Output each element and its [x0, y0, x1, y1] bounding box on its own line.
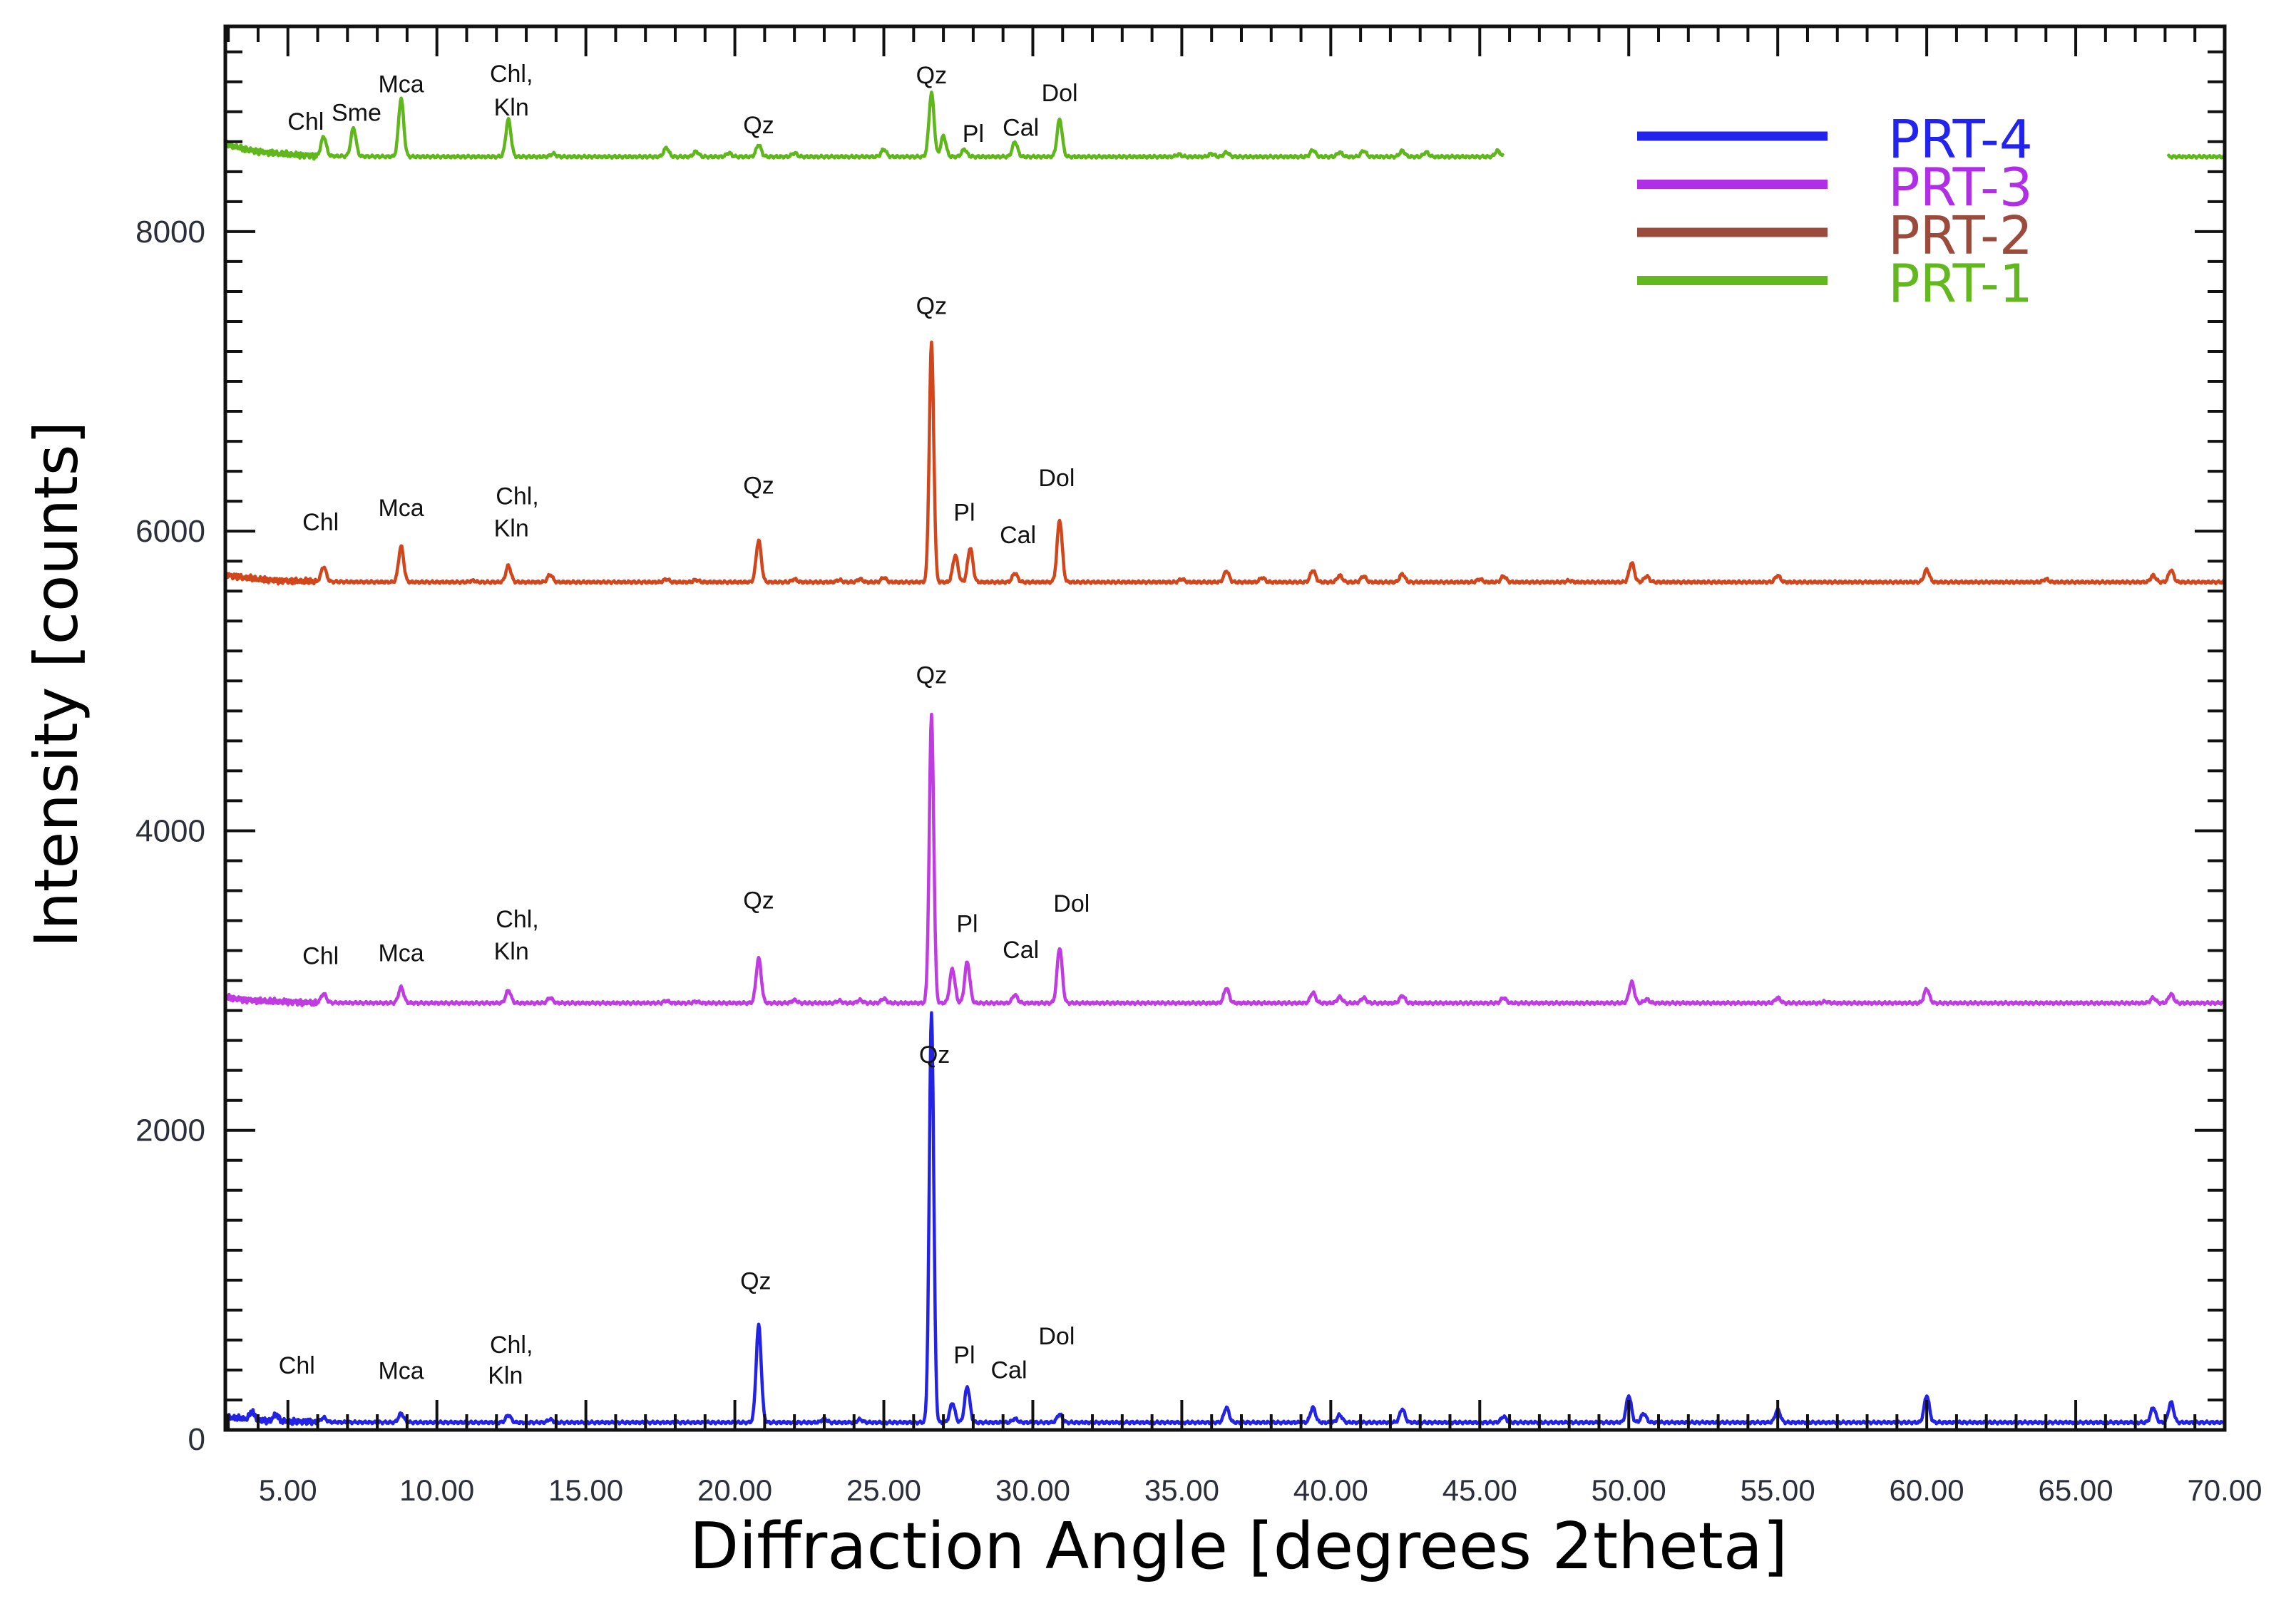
legend-item-prt-3: PRT-3	[1637, 158, 2033, 219]
plot-frame	[223, 24, 2227, 1432]
x-tick-label: 15.00	[548, 1473, 623, 1507]
x-tick-label: 25.00	[846, 1473, 921, 1507]
peak-label: Dol	[1038, 1323, 1075, 1350]
x-tick-label: 35.00	[1144, 1473, 1219, 1507]
peak-label: Dol	[1042, 80, 1078, 107]
peak-label: Kln	[494, 515, 529, 542]
tick-labels: 5.00 10.00 15.00 20.00 25.00 30.00 35.00 40.00 4…	[135, 215, 2262, 1507]
peak-label: Kln	[494, 938, 529, 965]
legend-label: PRT-2	[1888, 205, 2033, 267]
series-line-prt-1	[2166, 153, 2226, 160]
x-tick-label: 40.00	[1293, 1473, 1368, 1507]
peak-label: Qz	[743, 112, 774, 139]
series-prt-3	[224, 712, 2227, 1007]
peak-label: Qz	[916, 662, 947, 689]
peak-label: Qz	[743, 473, 774, 500]
peak-label: Mca	[378, 940, 424, 967]
peak-label: Kln	[494, 94, 529, 121]
legend-item-prt-1: PRT-1	[1637, 254, 2033, 315]
peak-label: Cal	[1003, 114, 1039, 141]
peak-label: Chl,	[496, 483, 538, 510]
x-tick-label: 65.00	[2039, 1473, 2113, 1507]
peak-label: Mca	[378, 1358, 424, 1385]
peak-label: Chl	[279, 1352, 315, 1379]
x-tick-label: 50.00	[1592, 1473, 1666, 1507]
peak-label: Cal	[1003, 937, 1039, 964]
x-tick-label: 60.00	[1890, 1473, 1964, 1507]
y-axis-title: Intensity [counts]	[21, 421, 91, 948]
x-tick-label: 20.00	[697, 1473, 772, 1507]
peak-label: Qz	[743, 887, 774, 915]
x-tick-label: 70.00	[2187, 1473, 2262, 1507]
x-tick-label: 30.00	[995, 1473, 1070, 1507]
peak-label: Cal	[990, 1357, 1027, 1384]
series-prt-1	[224, 90, 2226, 161]
peak-label: Qz	[916, 62, 947, 89]
series-line-prt-3	[224, 712, 2227, 1007]
legend-label: PRT-1	[1888, 254, 2033, 315]
series-layer	[223, 90, 2227, 1426]
x-axis-title: Diffraction Angle [degrees 2theta]	[690, 1509, 1788, 1584]
y-tick-label: 8000	[135, 215, 205, 249]
peak-label: Chl	[302, 509, 339, 536]
y-tick-label: 0	[188, 1422, 205, 1457]
peak-label: Chl,	[496, 906, 538, 933]
y-tick-label: 4000	[135, 813, 205, 848]
peak-label: Mca	[378, 71, 424, 98]
x-tick-label: 55.00	[1741, 1473, 1815, 1507]
x-tick-label: 5.00	[259, 1473, 317, 1507]
axes-frame	[223, 24, 2227, 1432]
peak-label: Kln	[488, 1362, 523, 1389]
legend-item-prt-4: PRT-4	[1637, 109, 2033, 170]
series-line-prt-1	[224, 90, 1505, 161]
legend-label: PRT-4	[1888, 109, 2033, 170]
peak-label: Mca	[378, 495, 424, 522]
x-tick-label: 45.00	[1442, 1473, 1517, 1507]
legend-item-prt-2: PRT-2	[1637, 205, 2033, 267]
peak-label: Dol	[1053, 890, 1090, 917]
x-tick-label: 10.00	[399, 1473, 474, 1507]
legend-label: PRT-3	[1888, 158, 2033, 219]
y-tick-label: 6000	[135, 514, 205, 549]
peak-label: Pl	[953, 1342, 975, 1369]
peak-label: Pl	[953, 500, 975, 527]
peak-label: Qz	[740, 1268, 771, 1295]
peak-label: Sme	[332, 99, 381, 126]
peak-label: Chl,	[490, 61, 533, 88]
peak-label: Cal	[1000, 522, 1036, 549]
y-tick-label: 2000	[135, 1113, 205, 1148]
series-prt-4	[223, 1011, 2226, 1426]
series-prt-2	[223, 340, 2226, 586]
series-line-prt-2	[223, 340, 2226, 586]
peak-label: Chl,	[490, 1332, 533, 1359]
peak-label: Pl	[963, 120, 984, 148]
series-line-prt-4	[223, 1011, 2226, 1426]
peak-label: Qz	[916, 293, 947, 320]
peak-label: Qz	[919, 1041, 950, 1069]
peak-label: Chl	[302, 943, 339, 970]
peak-label: Pl	[956, 910, 978, 937]
peak-label: Dol	[1038, 465, 1075, 492]
peak-label: Chl	[287, 108, 324, 135]
